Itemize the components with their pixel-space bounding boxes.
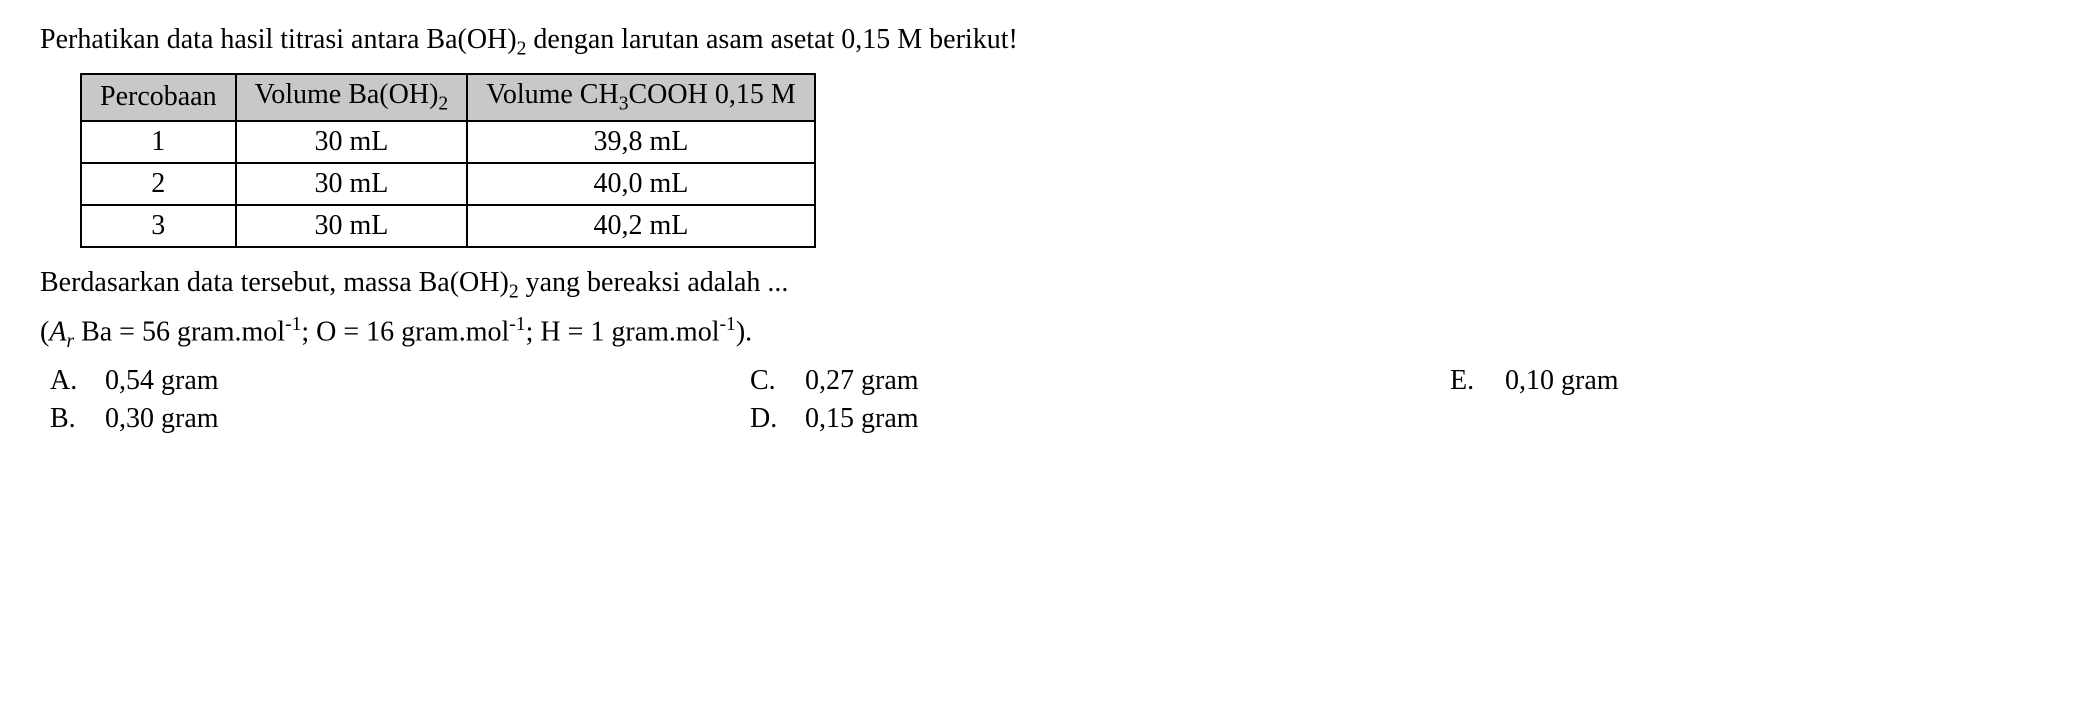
option-a: A. 0,54 gram (50, 365, 750, 397)
given-data: (Ar Ba = 56 gram.mol-1; O = 16 gram.mol-… (40, 311, 2056, 355)
question-suffix: dengan larutan asam asetat 0,15 M beriku… (526, 24, 1017, 55)
cell-v2: 40,2 mL (467, 205, 815, 247)
option-letter: A. (50, 365, 80, 397)
cell-v1: 30 mL (236, 121, 468, 163)
option-c: C. 0,27 gram (750, 365, 1450, 397)
option-letter: D. (750, 403, 780, 435)
option-text: 0,27 gram (805, 365, 919, 397)
header-percobaan: Percobaan (81, 74, 236, 121)
option-letter: B. (50, 403, 80, 435)
option-e: E. 0,10 gram (1450, 365, 1950, 397)
option-column-2: C. 0,27 gram D. 0,15 gram (750, 365, 1450, 435)
question-sub: 2 (517, 39, 527, 60)
cell-v1: 30 mL (236, 163, 468, 205)
cell-n: 1 (81, 121, 236, 163)
header-volume-baoh: Volume Ba(OH)2 (236, 74, 468, 121)
option-text: 0,30 gram (105, 403, 219, 435)
data-table: Percobaan Volume Ba(OH)2 Volume CH3COOH … (80, 73, 816, 248)
option-d: D. 0,15 gram (750, 403, 1450, 435)
table-row: 2 30 mL 40,0 mL (81, 163, 815, 205)
option-letter: C. (750, 365, 780, 397)
cell-n: 2 (81, 163, 236, 205)
option-text: 0,15 gram (805, 403, 919, 435)
option-text: 0,54 gram (105, 365, 219, 397)
option-text: 0,10 gram (1505, 365, 1619, 397)
option-letter: E. (1450, 365, 1480, 397)
table-row: 1 30 mL 39,8 mL (81, 121, 815, 163)
followup-question: Berdasarkan data tersebut, massa Ba(OH)2… (40, 263, 2056, 306)
option-column-1: A. 0,54 gram B. 0,30 gram (50, 365, 750, 435)
table-row: 3 30 mL 40,2 mL (81, 205, 815, 247)
option-column-3: E. 0,10 gram (1450, 365, 1950, 435)
header-volume-ch3cooh: Volume CH3COOH 0,15 M (467, 74, 815, 121)
question-statement: Perhatikan data hasil titrasi antara Ba(… (40, 20, 2056, 63)
cell-v2: 40,0 mL (467, 163, 815, 205)
table-header-row: Percobaan Volume Ba(OH)2 Volume CH3COOH … (81, 74, 815, 121)
option-b: B. 0,30 gram (50, 403, 750, 435)
cell-v1: 30 mL (236, 205, 468, 247)
cell-v2: 39,8 mL (467, 121, 815, 163)
question-prefix: Perhatikan data hasil titrasi antara Ba(… (40, 24, 517, 55)
cell-n: 3 (81, 205, 236, 247)
answer-options: A. 0,54 gram B. 0,30 gram C. 0,27 gram D… (40, 365, 2056, 435)
